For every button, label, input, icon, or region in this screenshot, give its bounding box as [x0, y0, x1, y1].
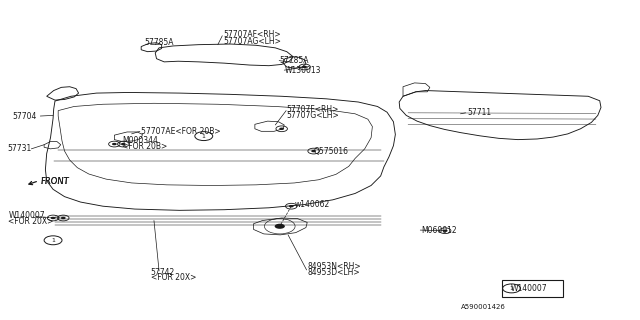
Text: 57711: 57711: [467, 108, 491, 117]
Text: 57707G<LH>: 57707G<LH>: [287, 111, 340, 120]
Circle shape: [61, 217, 66, 219]
Text: <FOR 20X>: <FOR 20X>: [8, 217, 54, 226]
Text: M060012: M060012: [421, 226, 456, 235]
Text: 57785A: 57785A: [279, 56, 308, 65]
Circle shape: [51, 217, 56, 219]
Text: 84953N<RH>: 84953N<RH>: [307, 262, 361, 271]
Text: 1: 1: [51, 238, 55, 243]
Text: 57707AF<RH>: 57707AF<RH>: [223, 30, 280, 39]
Text: W140007: W140007: [8, 211, 45, 220]
Text: <FOR 20X>: <FOR 20X>: [151, 273, 196, 282]
Circle shape: [443, 229, 447, 232]
Text: 1: 1: [509, 286, 513, 291]
Text: 57785A: 57785A: [145, 38, 174, 47]
Text: FRONT: FRONT: [40, 177, 69, 186]
Circle shape: [275, 224, 285, 229]
Text: 57707AE<FOR 20B>: 57707AE<FOR 20B>: [141, 127, 221, 136]
Text: 57704: 57704: [12, 112, 36, 121]
Circle shape: [279, 128, 284, 130]
Text: 57707F<RH>: 57707F<RH>: [287, 105, 339, 114]
Circle shape: [302, 66, 307, 68]
Text: <FOR 20B>: <FOR 20B>: [122, 142, 167, 151]
Text: M000344: M000344: [122, 136, 158, 145]
Circle shape: [121, 143, 125, 145]
Circle shape: [289, 205, 294, 207]
Text: 57707AG<LH>: 57707AG<LH>: [223, 37, 281, 46]
Text: A590001426: A590001426: [461, 304, 506, 310]
Text: 57742: 57742: [151, 268, 175, 277]
Text: W130013: W130013: [285, 66, 321, 75]
Text: FRONT: FRONT: [40, 177, 69, 186]
Circle shape: [311, 150, 316, 152]
Circle shape: [112, 143, 116, 145]
Text: 84953D<LH>: 84953D<LH>: [307, 268, 360, 277]
Text: 57731: 57731: [7, 144, 31, 153]
Text: Q575016: Q575016: [314, 147, 349, 156]
Text: 1: 1: [202, 134, 205, 139]
Text: W140007: W140007: [510, 284, 547, 292]
Text: w140062: w140062: [294, 200, 330, 209]
